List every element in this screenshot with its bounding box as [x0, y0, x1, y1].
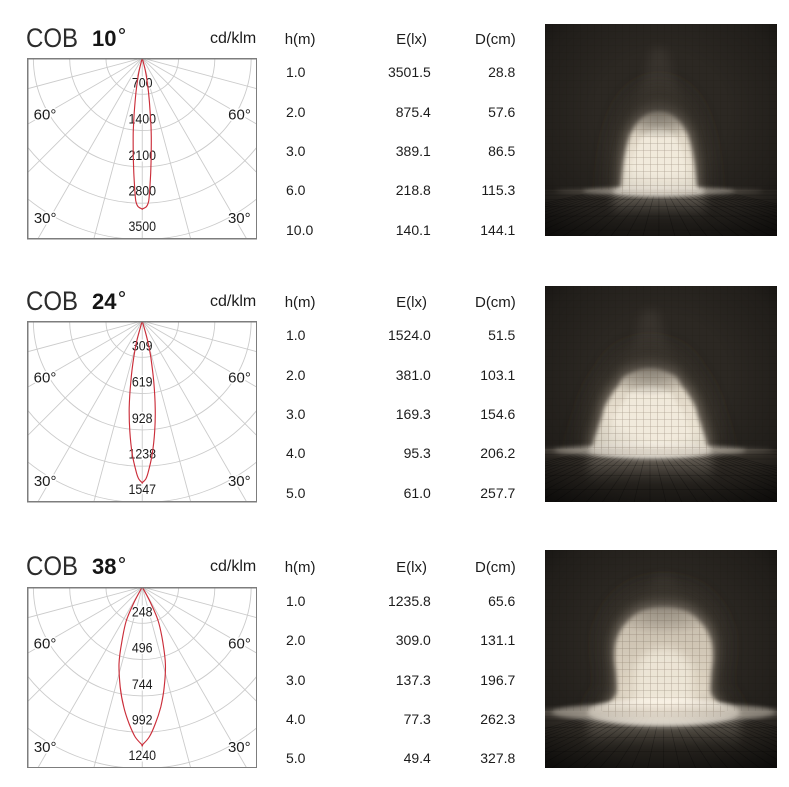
- svg-text:30°: 30°: [33, 210, 56, 227]
- svg-text:2100: 2100: [128, 148, 156, 163]
- svg-text:60°: 60°: [33, 106, 56, 123]
- svg-text:992: 992: [131, 712, 152, 727]
- svg-text:30°: 30°: [33, 473, 56, 490]
- svg-text:1400: 1400: [128, 112, 156, 127]
- svg-text:1238: 1238: [128, 446, 156, 461]
- svg-text:248: 248: [131, 604, 152, 619]
- svg-text:30°: 30°: [227, 473, 250, 490]
- svg-text:1547: 1547: [128, 482, 156, 497]
- svg-text:928: 928: [131, 411, 152, 426]
- svg-text:30°: 30°: [227, 210, 250, 227]
- svg-text:30°: 30°: [227, 738, 250, 755]
- svg-text:30°: 30°: [33, 738, 56, 755]
- svg-text:60°: 60°: [33, 369, 56, 386]
- svg-text:2800: 2800: [128, 183, 156, 198]
- svg-text:3500: 3500: [128, 219, 156, 234]
- svg-text:700: 700: [131, 75, 152, 90]
- svg-text:60°: 60°: [228, 369, 251, 386]
- svg-text:60°: 60°: [228, 635, 251, 652]
- svg-text:496: 496: [131, 640, 152, 655]
- svg-text:60°: 60°: [228, 106, 251, 123]
- svg-text:60°: 60°: [33, 635, 56, 652]
- svg-text:619: 619: [131, 375, 152, 390]
- svg-text:1240: 1240: [128, 747, 156, 762]
- svg-text:744: 744: [131, 676, 152, 691]
